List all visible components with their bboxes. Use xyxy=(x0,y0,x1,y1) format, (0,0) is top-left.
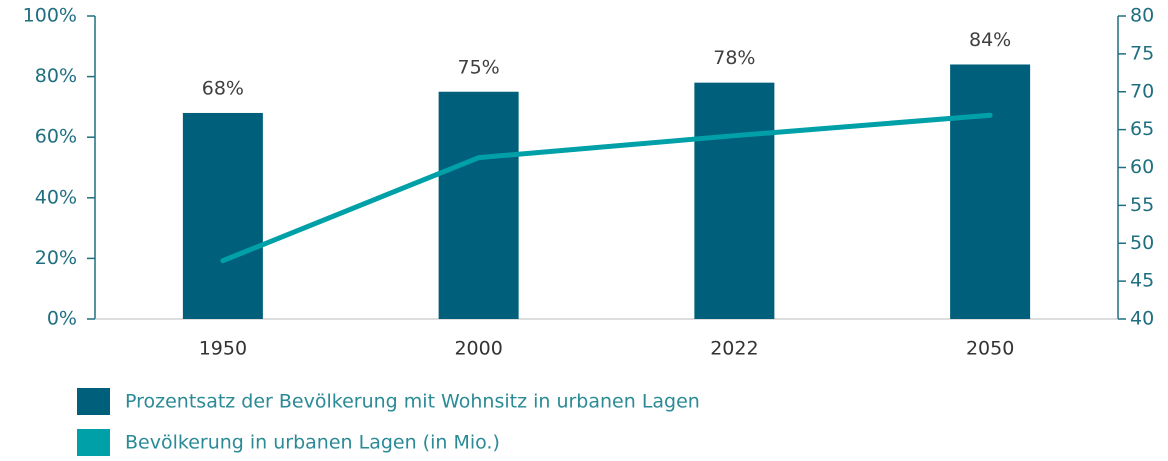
bar xyxy=(438,91,519,319)
legend-label: Bevölkerung in urbanen Lagen (in Mio.) xyxy=(125,432,500,454)
y2-tick-label: 50 xyxy=(1130,232,1154,254)
y2-tick-label: 40 xyxy=(1130,308,1154,330)
y-tick-label: 80% xyxy=(35,65,77,87)
legend-swatch xyxy=(77,429,110,456)
y-tick-label: 0% xyxy=(47,308,77,330)
y2-tick-label: 60 xyxy=(1130,156,1154,178)
y2-tick-label: 45 xyxy=(1130,270,1154,292)
y-tick-label: 40% xyxy=(35,186,77,208)
value-label: 84% xyxy=(969,29,1011,51)
y2-tick-label: 70 xyxy=(1130,80,1154,102)
bar xyxy=(182,112,263,320)
x-tick-label: 2000 xyxy=(454,338,502,360)
y2-tick-label: 55 xyxy=(1130,194,1154,216)
value-label: 68% xyxy=(202,77,244,99)
bar xyxy=(694,82,775,319)
y2-tick-label: 65 xyxy=(1130,118,1154,140)
line xyxy=(220,112,993,264)
bar xyxy=(950,64,1031,319)
x-tick-label: 1950 xyxy=(199,338,247,360)
legend-label: Prozentsatz der Bevölkerung mit Wohnsitz… xyxy=(125,391,700,413)
y2-tick-label: 75 xyxy=(1130,42,1154,64)
x-tick-label: 2050 xyxy=(966,338,1014,360)
y-tick-label: 60% xyxy=(35,126,77,148)
y-tick-label: 20% xyxy=(35,247,77,269)
y-tick-label: 100% xyxy=(23,5,77,27)
legend-swatch xyxy=(77,388,110,415)
value-label: 78% xyxy=(713,47,755,69)
value-label: 75% xyxy=(458,56,500,78)
y2-tick-label: 80 xyxy=(1130,5,1154,27)
x-tick-label: 2022 xyxy=(710,338,758,360)
